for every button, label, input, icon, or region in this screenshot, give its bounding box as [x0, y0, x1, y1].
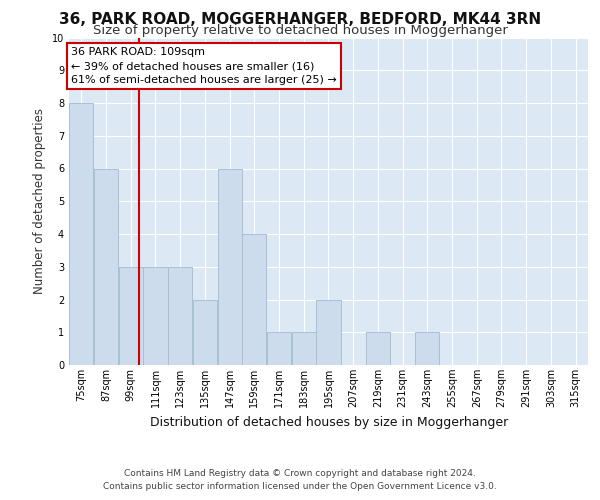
- Bar: [366, 332, 390, 365]
- Bar: [193, 300, 217, 365]
- Text: 36, PARK ROAD, MOGGERHANGER, BEDFORD, MK44 3RN: 36, PARK ROAD, MOGGERHANGER, BEDFORD, MK…: [59, 12, 541, 26]
- Bar: [70, 103, 94, 365]
- Bar: [267, 332, 291, 365]
- Text: Contains public sector information licensed under the Open Government Licence v3: Contains public sector information licen…: [103, 482, 497, 491]
- Text: 36 PARK ROAD: 109sqm
← 39% of detached houses are smaller (16)
61% of semi-detac: 36 PARK ROAD: 109sqm ← 39% of detached h…: [71, 48, 337, 86]
- Bar: [242, 234, 266, 365]
- Y-axis label: Number of detached properties: Number of detached properties: [34, 108, 46, 294]
- Bar: [94, 168, 118, 365]
- Bar: [292, 332, 316, 365]
- Text: Size of property relative to detached houses in Moggerhanger: Size of property relative to detached ho…: [92, 24, 508, 37]
- Bar: [415, 332, 439, 365]
- Bar: [119, 267, 143, 365]
- Bar: [143, 267, 167, 365]
- Bar: [168, 267, 192, 365]
- Bar: [316, 300, 341, 365]
- Text: Contains HM Land Registry data © Crown copyright and database right 2024.: Contains HM Land Registry data © Crown c…: [124, 468, 476, 477]
- Bar: [218, 168, 242, 365]
- Text: Distribution of detached houses by size in Moggerhanger: Distribution of detached houses by size …: [149, 416, 508, 429]
